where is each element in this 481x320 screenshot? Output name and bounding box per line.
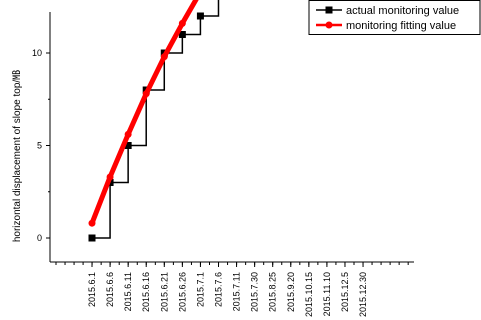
y-tick-label: 10 — [32, 48, 42, 58]
data-point-actual — [124, 142, 132, 149]
data-point-actual — [88, 234, 96, 242]
data-point-fitting — [88, 219, 96, 227]
x-tick-label: 2015.12.5 — [340, 272, 350, 312]
y-tick-label: 0 — [37, 233, 42, 243]
legend-label: actual monitoring value — [346, 5, 459, 17]
x-tick-label: 2015.7.6 — [213, 272, 223, 307]
legend-box — [308, 0, 481, 35]
x-tick-label: 2015.7.11 — [232, 272, 242, 311]
y-tick-label: 5 — [37, 141, 42, 151]
data-point-fitting — [124, 130, 132, 138]
x-tick-label: 2015.6.11 — [123, 272, 133, 311]
x-tick-label: 2015.7.1 — [195, 272, 205, 307]
x-tick-label: 2015.11.10 — [322, 272, 332, 316]
x-tick-label: 2015.6.26 — [177, 272, 187, 312]
data-point-actual — [178, 31, 186, 38]
x-tick-label: 2015.6.6 — [105, 272, 115, 307]
legend-marker-square — [325, 6, 333, 14]
data-point-fitting — [142, 90, 150, 98]
x-tick-label: 2015.8.25 — [268, 272, 278, 312]
x-tick-label: 2015.10.15 — [304, 272, 314, 317]
series-line-actual — [92, 0, 220, 239]
ticks: 051015202015.6.12015.6.62015.6.112015.6.… — [32, 48, 409, 317]
data-point-fitting — [160, 53, 168, 61]
axes — [49, 12, 414, 263]
legend-marker-circle — [325, 21, 333, 29]
data-point-actual — [196, 12, 204, 20]
data-point-fitting — [178, 19, 186, 27]
legend-label: monitoring fitting value — [346, 20, 456, 32]
data-point-fitting — [106, 173, 114, 181]
x-tick-label: 2015.6.1 — [87, 272, 97, 307]
plot-area — [88, 0, 220, 242]
x-tick-label: 2015.7.30 — [250, 272, 260, 312]
y-axis-title: horizontal displacement of slope top/㎆ — [12, 70, 23, 242]
x-tick-label: 2015.6.16 — [141, 272, 151, 312]
x-tick-label: 2015.9.20 — [286, 272, 296, 312]
x-tick-label: 2015.6.21 — [159, 272, 169, 312]
legend: actual monitoring value monitoring fittin… — [308, 0, 481, 35]
series-line-fitting — [89, 0, 199, 226]
x-tick-label: 2015.12.30 — [358, 272, 368, 317]
